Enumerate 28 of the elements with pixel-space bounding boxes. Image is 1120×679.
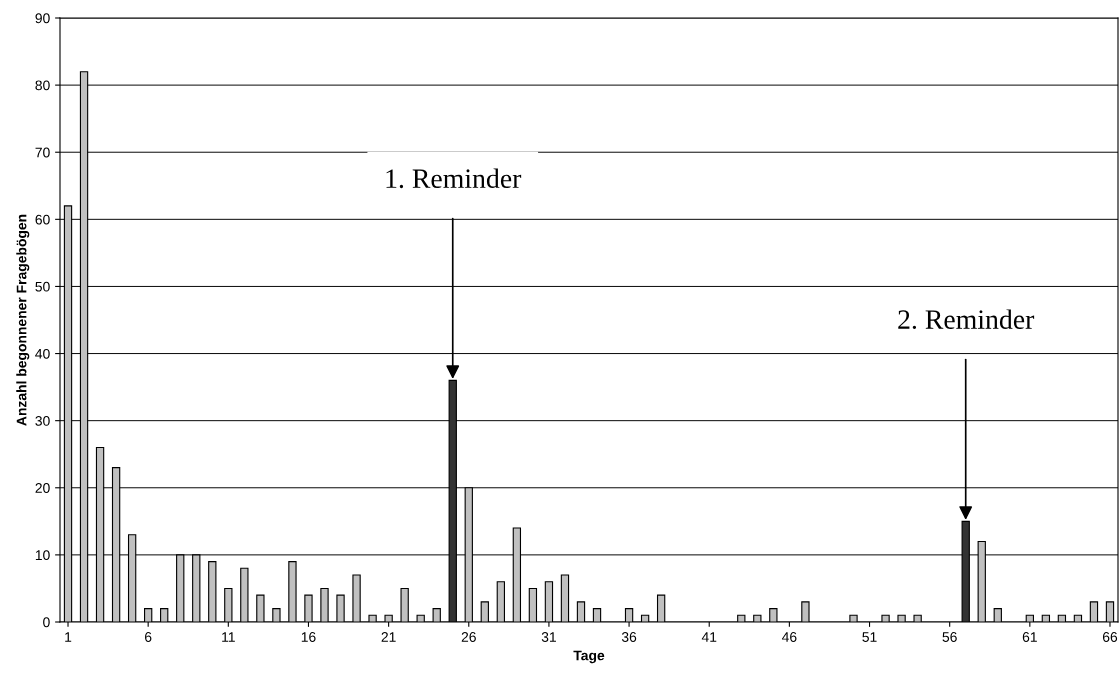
x-tick-label: 41 xyxy=(701,632,717,642)
x-tick-label: 21 xyxy=(381,632,396,642)
x-axis-title: Tage xyxy=(573,650,605,664)
y-tick-label: 70 xyxy=(35,147,50,158)
x-tick-label: 61 xyxy=(1022,632,1037,642)
x-tick-label: 56 xyxy=(942,632,957,642)
y-axis-title: Anzahl begonnener Fragebögen xyxy=(16,214,30,426)
x-tick-label: 11 xyxy=(222,632,235,642)
y-tick-label: 30 xyxy=(35,416,50,426)
y-tick-label: 90 xyxy=(35,13,50,24)
x-tick-label: 36 xyxy=(621,632,637,642)
x-tick-label: 46 xyxy=(781,632,797,642)
x-tick-label: 51 xyxy=(862,632,877,642)
x-tick-label: 1 xyxy=(65,632,72,642)
x-tick-label: 26 xyxy=(461,632,476,642)
y-tick-label: 50 xyxy=(35,281,50,292)
y-tick-label: 60 xyxy=(35,214,50,225)
y-tick-label: 10 xyxy=(35,550,50,561)
y-tick-label: 0 xyxy=(43,617,50,628)
x-tick-label: 31 xyxy=(541,632,556,642)
x-tick-label: 6 xyxy=(145,632,152,642)
annotation: 2. Reminder xyxy=(898,309,1035,330)
y-tick-label: 40 xyxy=(35,348,50,359)
y-tick-label: 80 xyxy=(35,80,50,91)
annotation: 1. Reminder xyxy=(386,168,522,189)
x-tick-label: 16 xyxy=(301,632,316,642)
x-tick-label: 66 xyxy=(1102,632,1118,642)
y-tick-label: 20 xyxy=(35,483,50,493)
